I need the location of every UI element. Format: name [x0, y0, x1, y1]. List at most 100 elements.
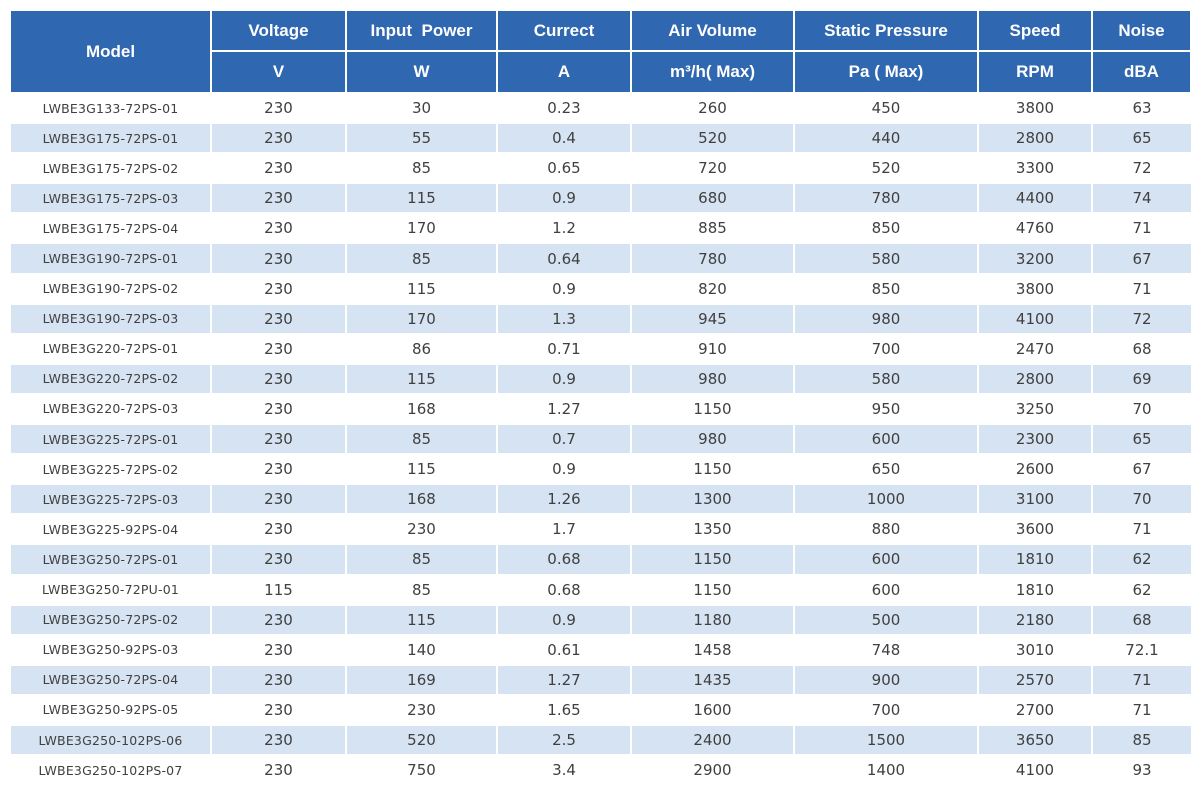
input-power-cell: 85	[345, 153, 497, 184]
speed-cell: 2180	[977, 604, 1092, 635]
noise-cell: 71	[1091, 694, 1191, 725]
noise-cell: 68	[1091, 604, 1191, 635]
current-cell: 0.23	[496, 93, 631, 124]
noise-cell: 65	[1091, 424, 1191, 455]
current-cell: 1.3	[496, 303, 631, 334]
model-cell: LWBE3G190-72PS-02	[9, 273, 211, 304]
static-pressure-cell: 450	[793, 93, 978, 124]
static-pressure-cell: 1500	[793, 724, 978, 756]
header-row-names: Model Voltage Input Power Currect Air Vo…	[9, 9, 1192, 94]
voltage-cell: 230	[210, 213, 346, 244]
noise-cell: 67	[1091, 454, 1191, 485]
table-row: LWBE3G225-72PS-01 230 85 0.7 980 600 2300 65	[9, 424, 1191, 455]
static-pressure-cell: 880	[793, 514, 978, 545]
static-pressure-cell: 600	[793, 544, 978, 575]
noise-cell: 70	[1091, 484, 1191, 515]
header-voltage: Voltage	[210, 9, 347, 52]
speed-cell: 3100	[977, 484, 1092, 515]
current-cell: 1.7	[496, 514, 631, 545]
air-volume-cell: 720	[630, 153, 794, 184]
static-pressure-cell: 950	[793, 393, 978, 425]
static-pressure-cell: 700	[793, 333, 978, 364]
header-static-pressure: Static Pressure	[793, 9, 979, 52]
input-power-cell: 170	[345, 303, 497, 334]
voltage-cell: 230	[210, 333, 346, 364]
unit-speed: RPM	[977, 50, 1093, 94]
table-row: LWBE3G220-72PS-01 230 86 0.71 910 700 2470 68	[9, 333, 1191, 364]
air-volume-cell: 1180	[630, 604, 794, 635]
speed-cell: 2300	[977, 424, 1092, 455]
noise-cell: 71	[1091, 514, 1191, 545]
air-volume-cell: 1150	[630, 544, 794, 575]
speed-cell: 3800	[977, 273, 1092, 304]
static-pressure-cell: 440	[793, 123, 978, 154]
header-noise: Noise	[1091, 9, 1192, 52]
current-cell: 0.9	[496, 363, 631, 394]
air-volume-cell: 1150	[630, 393, 794, 425]
unit-current: A	[496, 50, 632, 94]
air-volume-cell: 1600	[630, 694, 794, 725]
static-pressure-cell: 850	[793, 213, 978, 244]
static-pressure-cell: 650	[793, 454, 978, 485]
table-row: LWBE3G250-102PS-07 230 750 3.4 2900 1400 4100 9…	[9, 755, 1191, 785]
model-cell: LWBE3G220-72PS-01	[9, 333, 211, 364]
table-row: LWBE3G250-72PS-01 230 85 0.68 1150 600 1810 62	[9, 544, 1191, 575]
speed-cell: 4760	[977, 213, 1092, 244]
noise-cell: 69	[1091, 363, 1191, 394]
current-cell: 1.26	[496, 484, 631, 515]
unit-static-pressure: Pa ( Max)	[793, 50, 979, 94]
current-cell: 1.2	[496, 213, 631, 244]
header-air-volume: Air Volume	[630, 9, 795, 52]
current-cell: 0.61	[496, 634, 631, 665]
table-row: LWBE3G250-72PS-04 230 169 1.27 1435 900 2570 71	[9, 664, 1191, 695]
speed-cell: 2470	[977, 333, 1092, 364]
voltage-cell: 230	[210, 424, 346, 455]
table-row: LWBE3G225-92PS-04 230 230 1.7 1350 880 3600 71	[9, 514, 1191, 545]
current-cell: 0.9	[496, 454, 631, 485]
voltage-cell: 230	[210, 634, 346, 665]
air-volume-cell: 780	[630, 243, 794, 274]
table-row: LWBE3G250-92PS-03 230 140 0.61 1458 748 3010 72…	[9, 634, 1191, 665]
voltage-cell: 230	[210, 93, 346, 124]
air-volume-cell: 520	[630, 123, 794, 154]
noise-cell: 85	[1091, 724, 1191, 756]
speed-cell: 3010	[977, 634, 1092, 665]
voltage-cell: 230	[210, 363, 346, 394]
noise-cell: 65	[1091, 123, 1191, 154]
air-volume-cell: 820	[630, 273, 794, 304]
static-pressure-cell: 780	[793, 183, 978, 214]
input-power-cell: 86	[345, 333, 497, 364]
voltage-cell: 230	[210, 183, 346, 214]
unit-air-volume: m³/h( Max)	[630, 50, 795, 94]
header-model: Model	[9, 9, 212, 94]
current-cell: 0.9	[496, 183, 631, 214]
table-row: LWBE3G220-72PS-03 230 168 1.27 1150 950 3250 70	[9, 393, 1191, 425]
voltage-cell: 230	[210, 153, 346, 184]
model-cell: LWBE3G133-72PS-01	[9, 93, 211, 124]
voltage-cell: 230	[210, 514, 346, 545]
static-pressure-cell: 980	[793, 303, 978, 334]
static-pressure-cell: 900	[793, 664, 978, 695]
static-pressure-cell: 600	[793, 574, 978, 605]
model-cell: LWBE3G175-72PS-04	[9, 213, 211, 244]
static-pressure-cell: 748	[793, 634, 978, 665]
air-volume-cell: 980	[630, 363, 794, 394]
table-row: LWBE3G250-92PS-05 230 230 1.65 1600 700 2700 71	[9, 694, 1191, 725]
static-pressure-cell: 520	[793, 153, 978, 184]
input-power-cell: 115	[345, 363, 497, 394]
voltage-cell: 230	[210, 544, 346, 575]
model-cell: LWBE3G250-72PS-01	[9, 544, 211, 575]
model-cell: LWBE3G175-72PS-02	[9, 153, 211, 184]
table-row: LWBE3G190-72PS-02 230 115 0.9 820 850 3800 71	[9, 273, 1191, 304]
input-power-cell: 750	[345, 755, 497, 785]
noise-cell: 71	[1091, 273, 1191, 304]
speed-cell: 3300	[977, 153, 1092, 184]
unit-noise: dBA	[1091, 50, 1192, 94]
speed-cell: 4100	[977, 303, 1092, 334]
static-pressure-cell: 1000	[793, 484, 978, 515]
current-cell: 1.65	[496, 694, 631, 725]
current-cell: 1.27	[496, 664, 631, 695]
model-cell: LWBE3G250-102PS-06	[9, 724, 211, 756]
model-cell: LWBE3G190-72PS-01	[9, 243, 211, 274]
input-power-cell: 115	[345, 604, 497, 635]
